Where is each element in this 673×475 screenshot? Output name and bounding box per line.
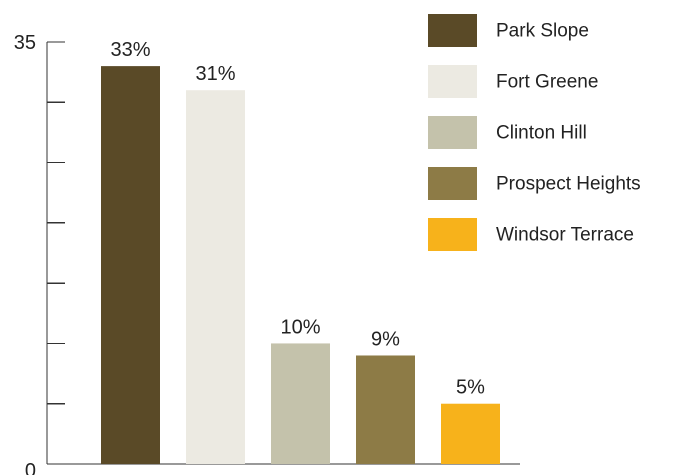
data-label: 10% bbox=[280, 316, 320, 338]
y-axis-ticks bbox=[47, 41, 65, 465]
data-label: 31% bbox=[195, 63, 235, 85]
legend-label: Windsor Terrace bbox=[496, 225, 634, 246]
legend: Park Slope Fort Greene Clinton Hill Prospec… bbox=[428, 14, 641, 251]
y-tick-label-top: 35 bbox=[14, 32, 36, 54]
legend-swatch bbox=[428, 167, 477, 200]
legend-swatch bbox=[428, 65, 477, 98]
y-tick-label-bottom: 0 bbox=[25, 460, 36, 475]
bar-windsor-terrace bbox=[441, 403, 500, 464]
bar-prospect-heights bbox=[356, 355, 415, 464]
legend-label: Prospect Heights bbox=[496, 174, 641, 195]
legend-swatch bbox=[428, 14, 477, 47]
legend-swatch bbox=[428, 218, 477, 251]
legend-label: Clinton Hill bbox=[496, 123, 587, 144]
data-labels: 33% 31% 10% 9% 5% bbox=[110, 39, 485, 399]
legend-label: Park Slope bbox=[496, 21, 589, 42]
legend-label: Fort Greene bbox=[496, 72, 598, 93]
data-label: 5% bbox=[456, 377, 485, 399]
data-label: 9% bbox=[371, 328, 400, 350]
bars bbox=[101, 66, 500, 464]
bar-clinton-hill bbox=[271, 343, 330, 464]
legend-swatch bbox=[428, 116, 477, 149]
data-label: 33% bbox=[110, 39, 150, 61]
bar-park-slope bbox=[101, 66, 160, 464]
bar-fort-greene bbox=[186, 90, 245, 464]
